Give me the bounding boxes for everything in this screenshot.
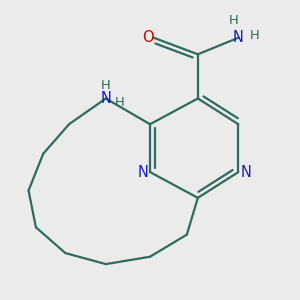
Text: H: H — [115, 96, 125, 109]
Text: H: H — [101, 79, 111, 92]
Text: N: N — [240, 165, 251, 180]
Text: O: O — [142, 30, 154, 45]
Text: H: H — [249, 29, 259, 42]
Text: N: N — [137, 165, 148, 180]
Text: N: N — [233, 30, 244, 45]
Text: H: H — [229, 14, 239, 27]
Text: N: N — [100, 91, 111, 106]
